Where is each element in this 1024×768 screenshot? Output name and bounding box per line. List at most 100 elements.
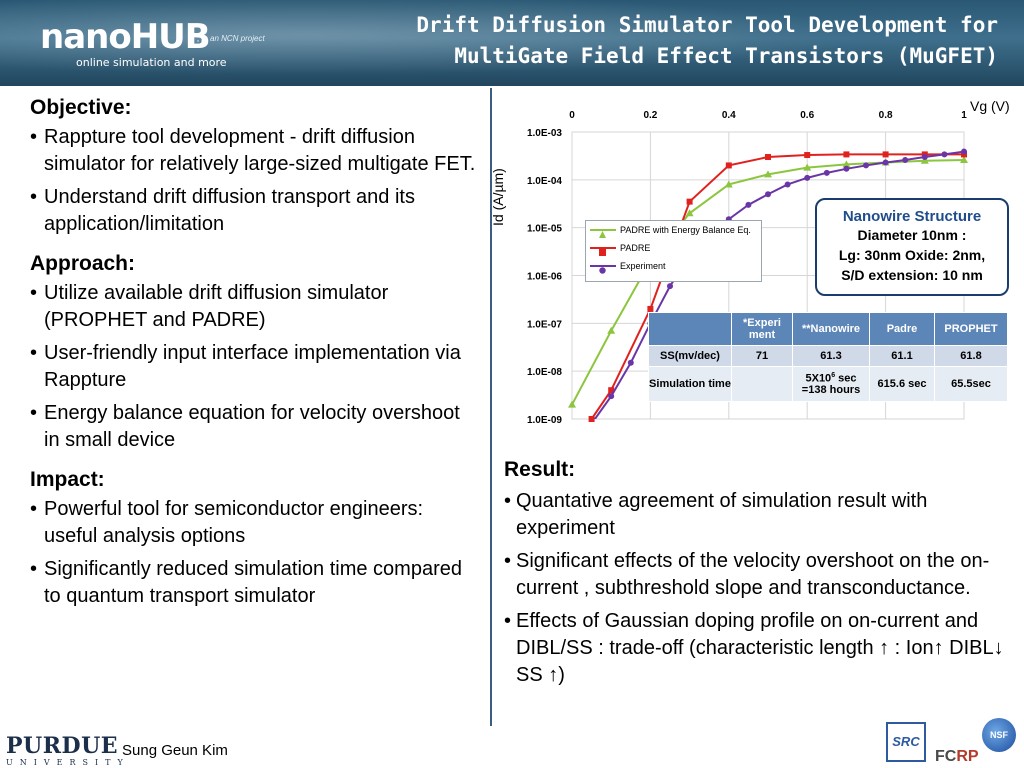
data-point xyxy=(765,191,771,198)
data-point xyxy=(863,162,869,169)
data-point xyxy=(784,181,791,188)
table-header-cell xyxy=(648,312,732,346)
table-header-row: *Experi ment **Nanowire Padre PROPHET xyxy=(648,312,1008,346)
y-tick-label: 1.0E-08 xyxy=(527,367,562,378)
objective-bullet: • Rappture tool development - drift diffu… xyxy=(30,124,480,178)
triangle-marker-icon xyxy=(599,226,606,238)
nanowire-line: Lg: 30nm Oxide: 2nm, xyxy=(838,247,986,263)
x-tick-label: 0 xyxy=(569,110,575,121)
data-point xyxy=(647,305,654,312)
data-point xyxy=(843,151,850,158)
purdue-subtitle: UNIVERSITY xyxy=(6,758,130,767)
nanohub-logo: nanoHUB online simulation and more xyxy=(40,20,227,69)
comparison-table: *Experi ment **Nanowire Padre PROPHET SS… xyxy=(648,312,1008,402)
circle-marker-icon xyxy=(599,262,606,274)
legend-swatch xyxy=(590,229,616,231)
table-cell: 61.1 xyxy=(869,345,935,367)
result-bullet: • Quantative agreement of simulation resu… xyxy=(504,488,1009,542)
legend-label: PADRE with Energy Balance Eq. xyxy=(620,225,751,235)
nsf-logo: NSF xyxy=(982,718,1016,752)
data-point xyxy=(627,359,634,366)
table-header-cell: PROPHET xyxy=(934,312,1008,346)
legend-label: Experiment xyxy=(620,261,666,271)
data-point xyxy=(803,163,812,171)
table-header-cell: *Experi ment xyxy=(731,312,793,346)
bullet-text: Quantative agreement of simulation resul… xyxy=(516,490,928,539)
bullet-dot: • xyxy=(30,126,38,148)
data-point xyxy=(960,155,968,163)
bullet-dot: • xyxy=(30,558,38,580)
title-line-2: MultiGate Field Effect Transistors (MuGF… xyxy=(454,44,998,68)
data-point xyxy=(842,160,851,168)
table-cell: Simulation time xyxy=(648,366,732,402)
legend-label: PADRE xyxy=(620,243,651,253)
objective-heading: Objective: xyxy=(30,96,132,119)
nanowire-title: Nanowire Structure xyxy=(842,208,982,225)
data-point xyxy=(804,152,811,159)
x-tick-label: 0.6 xyxy=(800,110,814,121)
table-cell xyxy=(731,366,793,402)
bullet-text: Rappture tool development - drift diffus… xyxy=(44,126,476,175)
legend-item: PADRE with Energy Balance Eq. xyxy=(586,221,761,239)
left-column: Objective: • Rappture tool development - … xyxy=(30,96,480,624)
ncn-text: an NCN project xyxy=(210,34,265,43)
bullet-dot: • xyxy=(504,550,512,572)
bullet-text: Powerful tool for semiconductor engineer… xyxy=(44,498,424,547)
data-point xyxy=(745,201,752,208)
square-marker-icon xyxy=(599,244,606,256)
data-point xyxy=(961,148,967,155)
x-tick-label: 0.8 xyxy=(879,110,893,121)
bullet-dot: • xyxy=(30,402,38,424)
bullet-dot: • xyxy=(30,282,38,304)
data-point xyxy=(686,198,693,205)
data-point xyxy=(882,159,889,166)
y-axis-label: Id (A/µm) xyxy=(490,168,506,226)
data-point xyxy=(882,151,889,158)
bullet-text: Energy balance equation for velocity ove… xyxy=(44,402,460,451)
table-cell: SS(mv/dec) xyxy=(648,345,732,367)
result-bullet: • Significant effects of the velocity ove… xyxy=(504,548,1009,602)
table-row: SS(mv/dec) 71 61.3 61.1 61.8 xyxy=(648,345,1008,367)
data-point xyxy=(804,174,811,181)
result-section: Result: • Quantative agreement of simulat… xyxy=(504,458,1009,695)
x-axis-label: Vg (V) xyxy=(970,98,1010,114)
table-row: Simulation time 5X106 sec =138 hours 615… xyxy=(648,366,1008,402)
fcrp-text-b: RP xyxy=(956,748,979,765)
x-tick-label: 1 xyxy=(961,110,967,121)
data-point xyxy=(568,400,576,408)
approach-section: Approach: • Utilize available drift diffu… xyxy=(30,252,480,454)
impact-heading: Impact: xyxy=(30,468,105,491)
bullet-text: Significantly reduced simulation time co… xyxy=(44,558,462,607)
legend-item: Experiment xyxy=(586,257,761,275)
y-tick-label: 1.0E-06 xyxy=(527,272,562,283)
data-point xyxy=(921,154,928,161)
slide-title: Drift Diffusion Simulator Tool Developme… xyxy=(358,10,998,72)
table-cell: 65.5sec xyxy=(934,366,1008,402)
bullet-text: Significant effects of the velocity over… xyxy=(516,550,990,599)
logo-sub-text: online simulation and more xyxy=(76,56,227,69)
objective-section: Objective: • Rappture tool development - … xyxy=(30,96,480,238)
bullet-text: Utilize available drift diffusion simula… xyxy=(44,282,389,331)
approach-heading: Approach: xyxy=(30,252,135,275)
data-point xyxy=(725,162,732,169)
bullet-text: User-friendly input interface implementa… xyxy=(44,342,461,391)
data-point xyxy=(588,416,595,422)
table-cell: 615.6 sec xyxy=(869,366,935,402)
title-line-1: Drift Diffusion Simulator Tool Developme… xyxy=(416,13,998,37)
purdue-wordmark: PURDUE xyxy=(6,733,119,759)
data-point xyxy=(607,326,616,334)
ncn-badge: an NCN project xyxy=(196,34,265,43)
data-point xyxy=(685,209,694,217)
data-point xyxy=(902,156,909,163)
header-glow xyxy=(0,0,1024,86)
approach-bullet: • Energy balance equation for velocity ov… xyxy=(30,400,480,454)
data-point xyxy=(724,180,733,188)
approach-bullet: • User-friendly input interface implement… xyxy=(30,340,480,394)
legend-swatch xyxy=(590,265,616,267)
legend-swatch xyxy=(590,247,616,249)
logo-main-text: nanoHUB xyxy=(40,17,211,57)
data-point xyxy=(823,169,830,176)
fcrp-text-a: FC xyxy=(935,748,957,765)
bullet-dot: • xyxy=(504,610,512,632)
bullet-text: Effects of Gaussian doping profile on on… xyxy=(516,610,1004,686)
